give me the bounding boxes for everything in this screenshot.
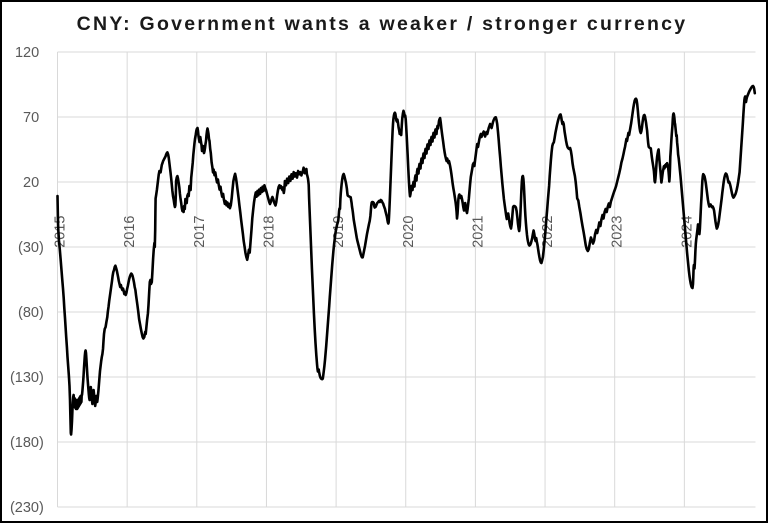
svg-text:(130): (130) (10, 370, 44, 386)
svg-text:(180): (180) (10, 435, 44, 451)
svg-text:(230): (230) (10, 500, 44, 516)
svg-text:CNY: Government wants a weaker: CNY: Government wants a weaker / stronge… (77, 13, 688, 35)
svg-text:2018: 2018 (261, 216, 277, 248)
svg-text:70: 70 (23, 110, 39, 126)
svg-text:2017: 2017 (192, 216, 208, 248)
svg-text:20: 20 (23, 175, 39, 191)
svg-text:(30): (30) (18, 240, 44, 256)
svg-text:2023: 2023 (610, 216, 626, 248)
svg-text:120: 120 (15, 45, 39, 61)
svg-text:2021: 2021 (470, 216, 486, 248)
svg-text:2015: 2015 (53, 216, 69, 248)
svg-text:2016: 2016 (122, 216, 138, 248)
svg-text:2020: 2020 (401, 216, 417, 248)
svg-text:2022: 2022 (540, 216, 556, 248)
svg-text:(80): (80) (18, 305, 44, 321)
